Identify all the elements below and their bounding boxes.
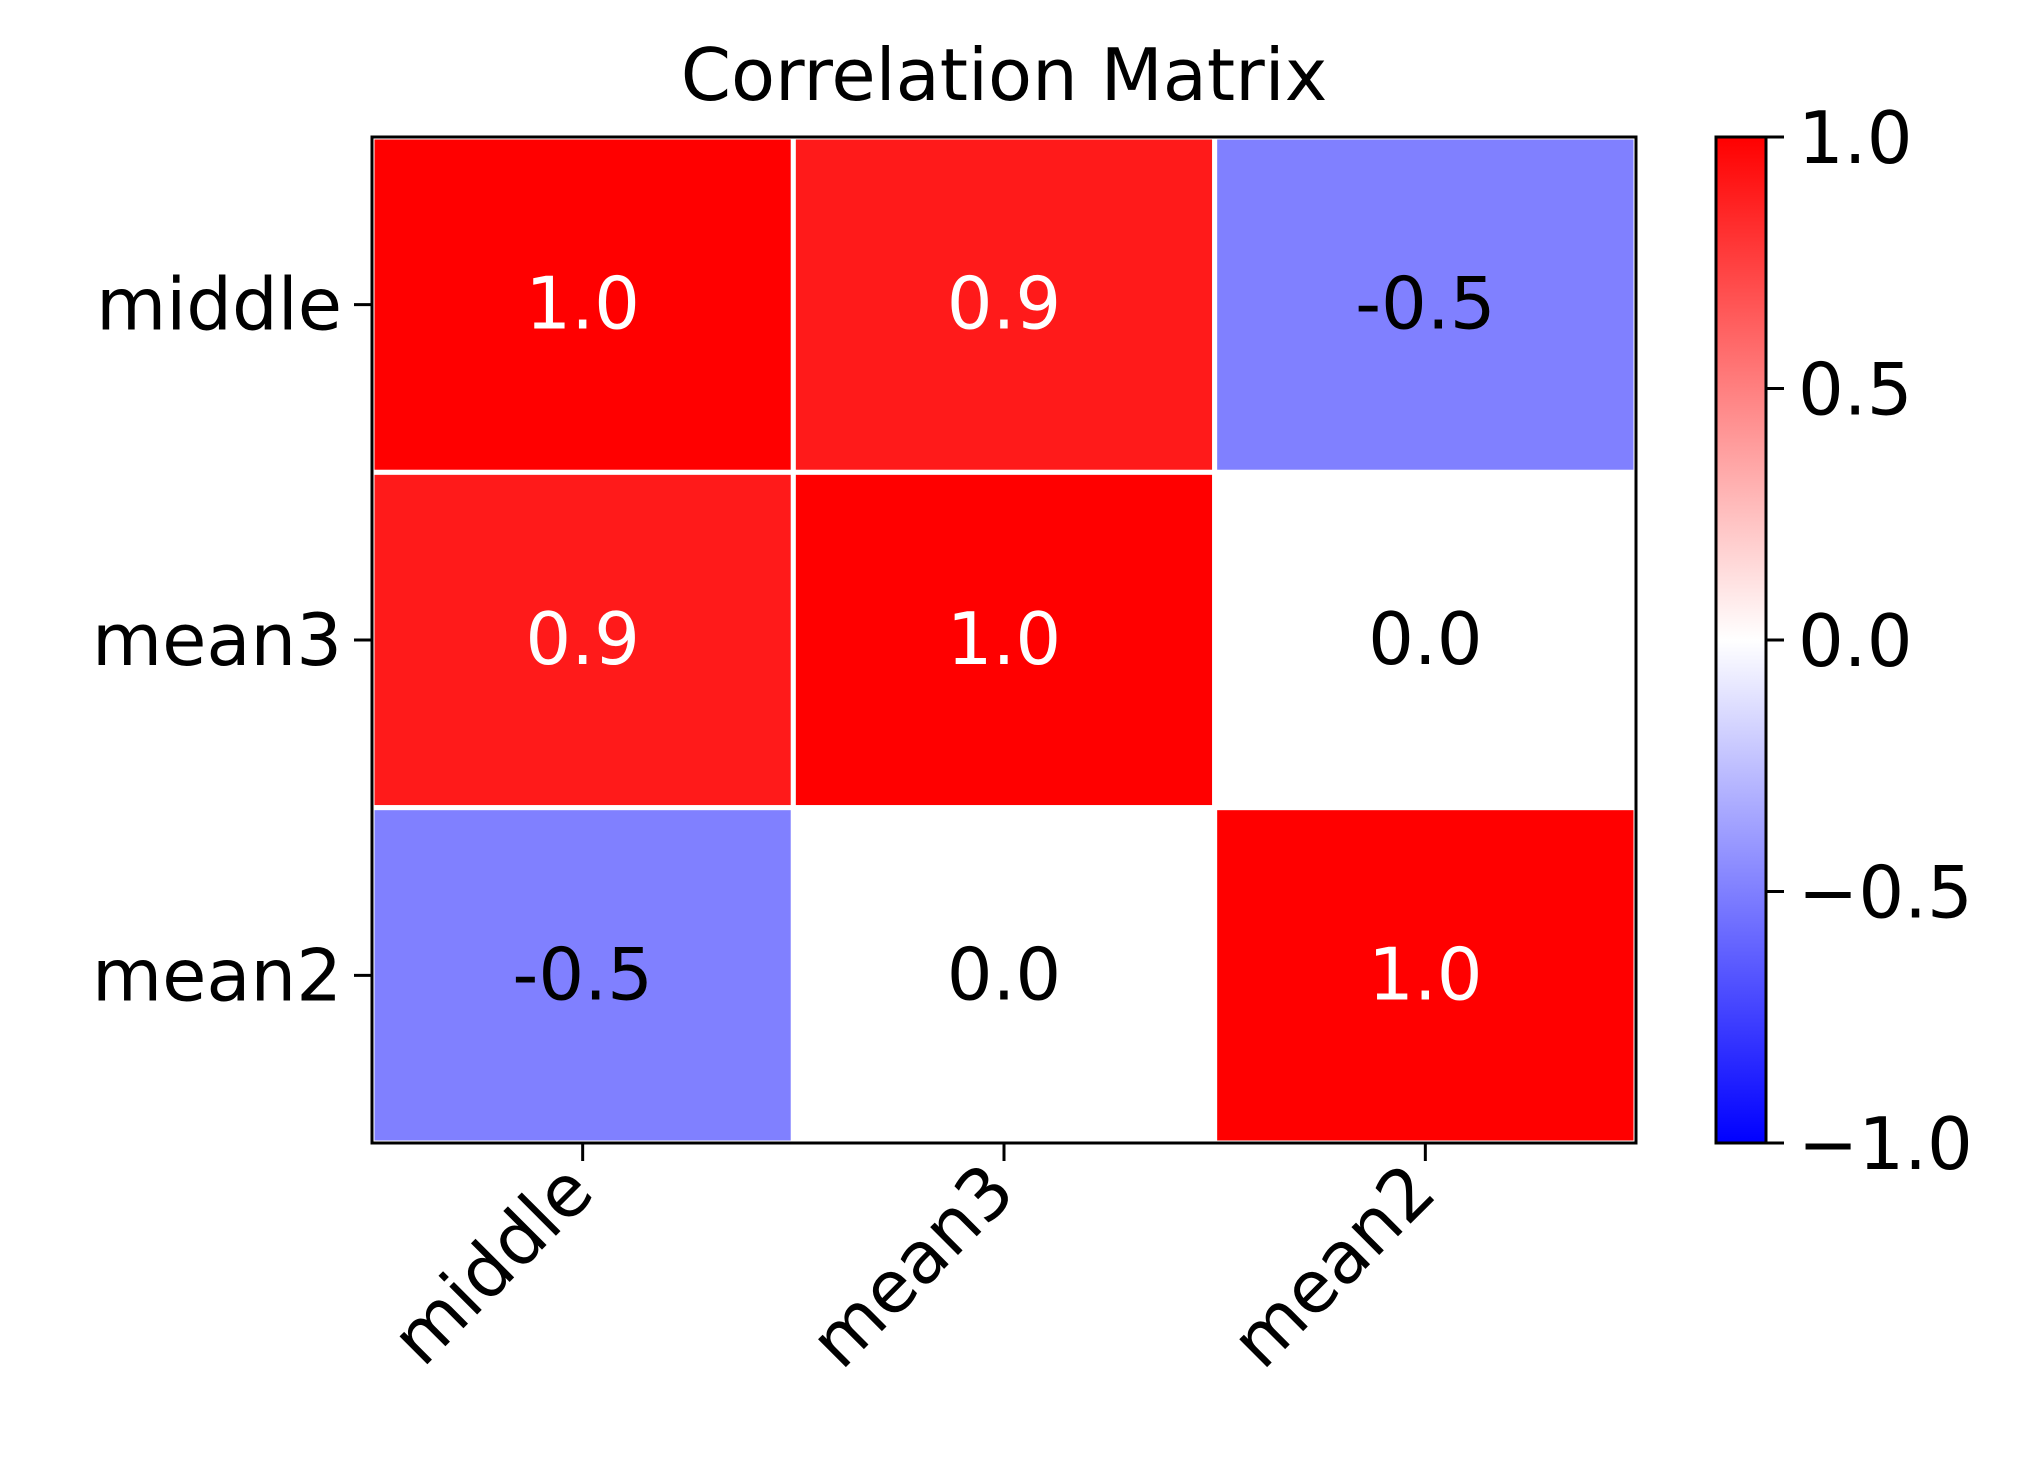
cell-value-label: 0.0 <box>1368 597 1483 681</box>
heatmap-cell-mean2-mean3 <box>790 805 1218 1146</box>
y-axis: middle mean3 mean2 <box>92 263 372 1017</box>
cell-value-label: 1.0 <box>525 262 640 346</box>
colorbar-gradient-bar <box>1714 135 1768 1145</box>
heatmap-cell-mean2-mean2 <box>1212 805 1639 1146</box>
colorbar-tick-label: −1.0 <box>1798 1102 1973 1186</box>
cell-value-label: 0.9 <box>525 597 640 681</box>
colorbar-tick-label: −0.5 <box>1798 851 1973 935</box>
cell-value-label: 1.0 <box>947 597 1062 681</box>
cell-value-label: 1.0 <box>1368 932 1483 1016</box>
heatmap-cell-mean2-middle <box>369 805 796 1146</box>
colorbar-tick-label: 0.0 <box>1798 599 1913 683</box>
cell-value-label: -0.5 <box>1355 262 1495 346</box>
chart-title: Correlation Matrix <box>681 33 1328 117</box>
y-tick-label: mean3 <box>92 598 342 682</box>
y-tick-label: mean2 <box>92 933 342 1017</box>
heatmap-cell-middle-mean2 <box>1212 134 1639 475</box>
cell-value-label: 0.0 <box>947 932 1062 1016</box>
colorbar-tick-label: 1.0 <box>1798 96 1913 180</box>
heatmap-cell-middle-middle <box>369 134 796 475</box>
colorbar-tick-label: 0.5 <box>1798 348 1913 432</box>
cell-value-label: 0.9 <box>947 262 1062 346</box>
heatmap-cells <box>369 134 1639 1146</box>
colorbar: 1.0 0.5 0.0 −0.5 −1.0 <box>1714 96 1973 1186</box>
heatmap-annotations: 1.0 0.9 -0.5 0.9 1.0 0.0 -0.5 0.0 1.0 <box>512 262 1495 1017</box>
y-tick-label: middle <box>96 263 342 347</box>
cell-value-label: -0.5 <box>512 932 652 1016</box>
